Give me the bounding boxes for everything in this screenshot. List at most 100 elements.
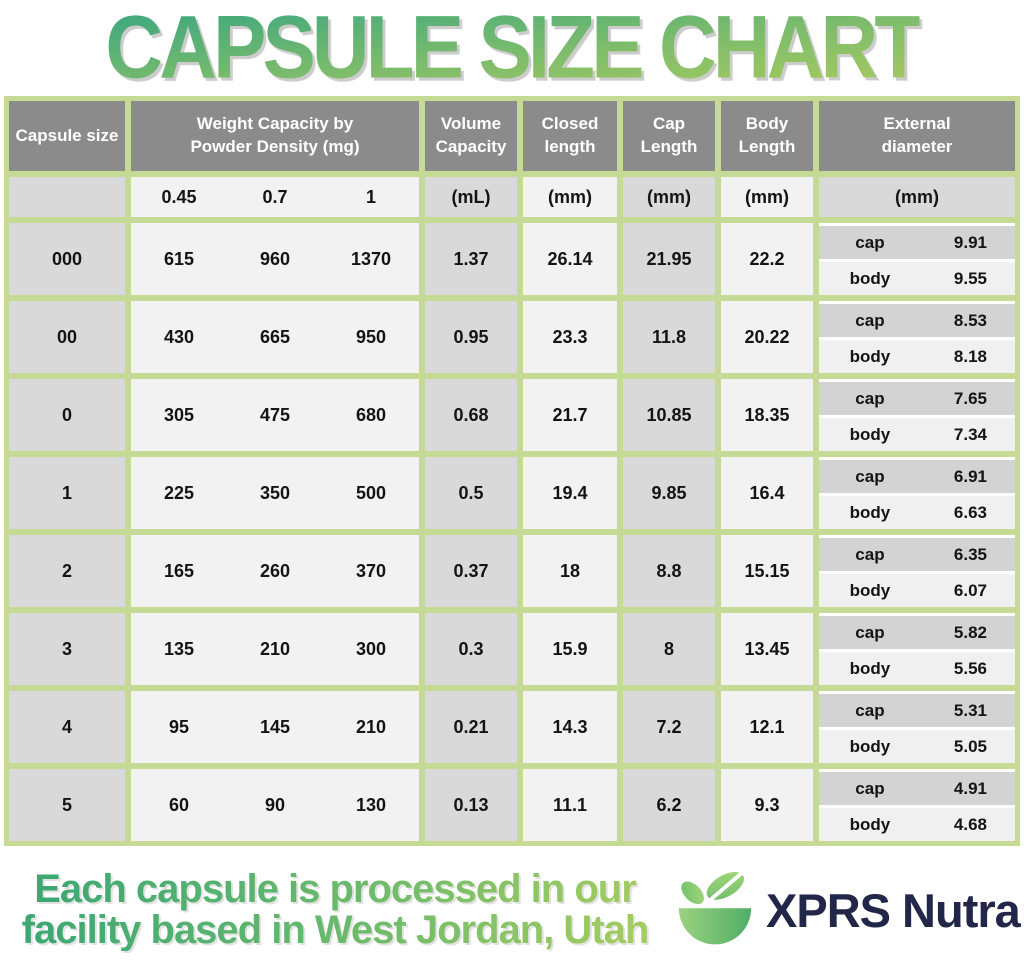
- capsule-size-cell: 2: [9, 535, 125, 607]
- closed-length-cell: 23.3: [523, 301, 617, 373]
- closed-length-cell: 21.7: [523, 379, 617, 451]
- external-diameter-cell: cap 9.91 body 9.55: [819, 223, 1015, 295]
- page: CAPSULE SIZE CHART Capsule size Weight C…: [0, 0, 1024, 945]
- col-header-volume-capacity: Volume Capacity: [425, 101, 517, 171]
- closed-length-cell: 14.3: [523, 691, 617, 763]
- weight-value: 500: [355, 482, 387, 503]
- volume-capacity-cell: 0.3: [425, 613, 517, 685]
- diameter-body-label: body: [849, 658, 891, 678]
- cap-length-cell: 10.85: [623, 379, 715, 451]
- diameter-body-label: body: [849, 580, 891, 600]
- diameter-cap-label: cap: [855, 544, 885, 564]
- volume-capacity-cell: 0.13: [425, 769, 517, 841]
- density-value: 0.7: [262, 186, 288, 207]
- weight-value: 145: [259, 716, 291, 737]
- unit-cell-body-length: (mm): [721, 177, 813, 217]
- closed-length-cell: 15.9: [523, 613, 617, 685]
- weight-value: 60: [168, 794, 190, 815]
- col-header-line: Volume: [440, 114, 502, 134]
- diameter-body-label: body: [849, 502, 891, 522]
- weight-capacity-cell: 430 665 950: [131, 301, 419, 373]
- weight-value: 130: [355, 794, 387, 815]
- diameter-cap-band: cap 8.53: [819, 304, 1015, 337]
- diameter-body-band: body 8.18: [819, 340, 1015, 373]
- weight-capacity-cell: 135 210 300: [131, 613, 419, 685]
- closed-length-cell: 18: [523, 535, 617, 607]
- weight-value: 135: [163, 638, 195, 659]
- capsule-size-cell: 000: [9, 223, 125, 295]
- cap-length-cell: 8.8: [623, 535, 715, 607]
- density-value: 0.45: [161, 186, 197, 207]
- volume-capacity-cell: 0.68: [425, 379, 517, 451]
- weight-capacity-cell: 60 90 130: [131, 769, 419, 841]
- diameter-body-value: 7.34: [953, 424, 987, 444]
- facility-tagline: Each capsule is processed in our facilit…: [0, 869, 670, 951]
- external-diameter-cell: cap 5.82 body 5.56: [819, 613, 1015, 685]
- unit-cell-capsule-size-empty: [9, 177, 125, 217]
- weight-value: 430: [163, 326, 195, 347]
- body-length-cell: 9.3: [721, 769, 813, 841]
- body-length-cell: 20.22: [721, 301, 813, 373]
- cap-length-cell: 9.85: [623, 457, 715, 529]
- capsule-size-cell: 00: [9, 301, 125, 373]
- brand-name: XPRS Nutra: [766, 883, 1021, 937]
- volume-capacity-cell: 0.95: [425, 301, 517, 373]
- weight-capacity-cell: 615 960 1370: [131, 223, 419, 295]
- capsule-size-cell: 5: [9, 769, 125, 841]
- unit-cell-weight-densities: 0.45 0.7 1: [131, 177, 419, 217]
- tagline-line-1: Each capsule is processed in our: [34, 866, 636, 911]
- external-diameter-cell: cap 4.91 body 4.68: [819, 769, 1015, 841]
- external-diameter-cell: cap 6.35 body 6.07: [819, 535, 1015, 607]
- weight-value: 615: [163, 248, 195, 269]
- volume-capacity-cell: 0.5: [425, 457, 517, 529]
- weight-value: 95: [168, 716, 190, 737]
- weight-value: 210: [259, 638, 291, 659]
- body-length-cell: 13.45: [721, 613, 813, 685]
- diameter-cap-value: 6.91: [953, 466, 987, 486]
- body-length-cell: 22.2: [721, 223, 813, 295]
- diameter-cap-value: 9.91: [953, 232, 987, 252]
- diameter-body-label: body: [849, 346, 891, 366]
- weight-value: 1370: [350, 248, 392, 269]
- weight-value: 260: [259, 560, 291, 581]
- external-diameter-cell: cap 5.31 body 5.05: [819, 691, 1015, 763]
- diameter-cap-label: cap: [855, 622, 885, 642]
- weight-value: 665: [259, 326, 291, 347]
- col-header-weight-capacity: Weight Capacity by Powder Density (mg): [131, 101, 419, 171]
- capsule-size-cell: 4: [9, 691, 125, 763]
- diameter-cap-label: cap: [855, 310, 885, 330]
- diameter-cap-value: 6.35: [953, 544, 987, 564]
- col-header-line: Cap: [652, 114, 686, 134]
- col-header-closed-length: Closed length: [523, 101, 617, 171]
- diameter-cap-band: cap 9.91: [819, 226, 1015, 259]
- diameter-cap-value: 5.82: [953, 622, 987, 642]
- diameter-body-label: body: [849, 814, 891, 834]
- closed-length-cell: 11.1: [523, 769, 617, 841]
- body-length-cell: 15.15: [721, 535, 813, 607]
- col-header-line: Closed: [541, 114, 599, 134]
- diameter-cap-value: 7.65: [953, 388, 987, 408]
- col-header-line: Length: [640, 137, 698, 156]
- brand-logo: XPRS Nutra: [672, 867, 1021, 953]
- diameter-body-value: 8.18: [953, 346, 987, 366]
- diameter-cap-label: cap: [855, 700, 885, 720]
- weight-capacity-cell: 305 475 680: [131, 379, 419, 451]
- weight-value: 680: [355, 404, 387, 425]
- diameter-body-band: body 5.56: [819, 652, 1015, 685]
- weight-value: 300: [355, 638, 387, 659]
- body-length-cell: 16.4: [721, 457, 813, 529]
- diameter-cap-label: cap: [855, 466, 885, 486]
- diameter-body-band: body 7.34: [819, 418, 1015, 451]
- capsule-size-table: Capsule size Weight Capacity by Powder D…: [4, 96, 1020, 846]
- col-header-line: Body: [745, 114, 789, 134]
- col-header-body-length: Body Length: [721, 101, 813, 171]
- page-title: CAPSULE SIZE CHART: [105, 0, 923, 97]
- col-header-external-diameter: External diameter: [819, 101, 1015, 171]
- weight-value: 950: [355, 326, 387, 347]
- diameter-cap-value: 5.31: [953, 700, 987, 720]
- diameter-body-value: 5.05: [953, 736, 987, 756]
- diameter-cap-label: cap: [855, 232, 885, 252]
- diameter-body-label: body: [849, 736, 891, 756]
- volume-capacity-cell: 0.37: [425, 535, 517, 607]
- diameter-cap-band: cap 4.91: [819, 772, 1015, 805]
